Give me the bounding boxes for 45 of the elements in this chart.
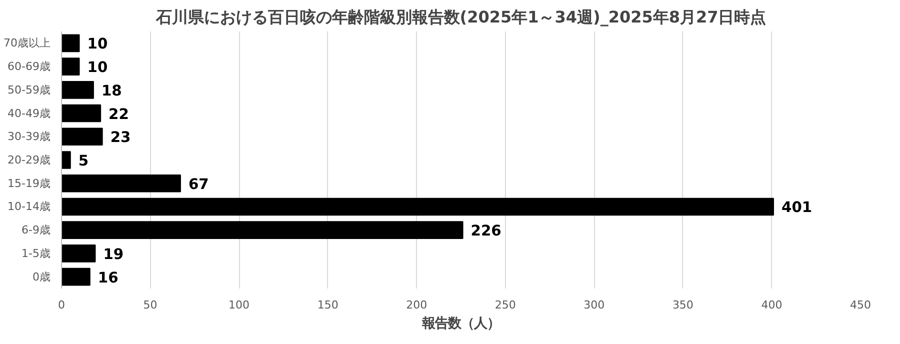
x-tick-label: 100	[228, 298, 250, 312]
y-tick-label: 10-14歳	[8, 200, 51, 214]
x-tick-label: 350	[672, 298, 694, 312]
x-axis-title: 報告数（人）	[421, 316, 500, 332]
x-tick-label: 200	[406, 298, 428, 312]
y-tick-label: 60-69歳	[8, 60, 51, 74]
bar	[62, 58, 80, 76]
x-tick-label: 150	[317, 298, 338, 312]
bar	[62, 81, 94, 99]
data-label: 22	[108, 106, 129, 123]
x-tick-label: 300	[584, 298, 605, 312]
bar	[62, 128, 103, 146]
y-tick-label: 30-39歳	[8, 130, 51, 144]
bar	[62, 151, 71, 169]
bar	[62, 268, 90, 286]
data-label: 23	[110, 129, 131, 146]
y-tick-label: 20-29歳	[8, 154, 51, 166]
x-tick-label: 50	[143, 298, 158, 312]
x-tick-label: 250	[494, 298, 516, 312]
y-tick-label: 15-19歳	[8, 176, 51, 190]
data-label: 401	[782, 199, 812, 216]
chart-title: 石川県における百日咳の年齢階級別報告数(2025年1～34週)_2025年8月27日時点	[154, 8, 766, 26]
data-label: 10	[87, 59, 108, 76]
bar	[62, 198, 774, 216]
y-tick-label: 40-49歳	[8, 106, 51, 120]
x-tick-label: 450	[850, 298, 871, 312]
data-label: 16	[98, 269, 118, 286]
bar	[62, 104, 102, 122]
x-tick-label: 0	[58, 298, 65, 312]
x-tick-label: 400	[761, 298, 782, 312]
data-label: 226	[470, 222, 502, 240]
data-label: 18	[101, 82, 122, 100]
y-tick-label: 70歳以上	[4, 36, 51, 50]
y-tick-label: 0歳	[32, 270, 50, 284]
bar	[62, 34, 80, 52]
y-tick-label: 6-9歳	[22, 224, 50, 237]
data-label: 19	[103, 246, 124, 263]
bar	[62, 244, 96, 262]
bar	[62, 221, 464, 239]
bar	[62, 174, 181, 192]
data-label: 67	[188, 176, 209, 193]
y-tick-label: 50-59歳	[8, 83, 51, 96]
data-label: 10	[87, 36, 108, 53]
data-label: 5	[78, 152, 89, 170]
y-tick-label: 1-5歳	[22, 246, 50, 260]
